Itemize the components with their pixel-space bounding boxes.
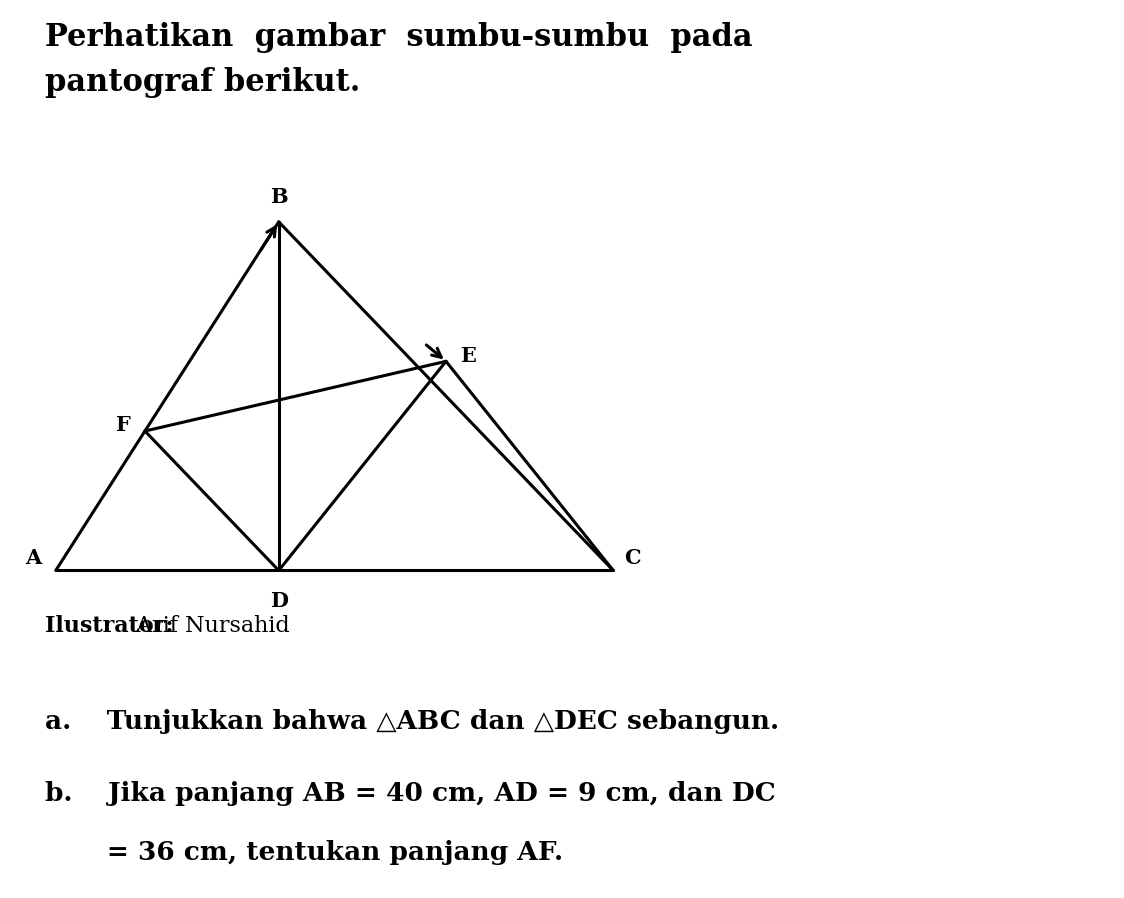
Text: F: F: [116, 415, 132, 436]
Text: b.  Jika panjang AB = 40 cm, AD = 9 cm, dan DC: b. Jika panjang AB = 40 cm, AD = 9 cm, d…: [45, 781, 776, 806]
Text: = 36 cm, tentukan panjang AF.: = 36 cm, tentukan panjang AF.: [45, 840, 563, 865]
Text: Arif Nursahid: Arif Nursahid: [129, 615, 290, 637]
Text: pantograf berikut.: pantograf berikut.: [45, 67, 361, 99]
Text: C: C: [625, 548, 641, 568]
Text: E: E: [460, 346, 475, 365]
Text: Perhatikan  gambar  sumbu-sumbu  pada: Perhatikan gambar sumbu-sumbu pada: [45, 22, 753, 54]
Text: a.  Tunjukkan bahwa △ABC dan △DEC sebangun.: a. Tunjukkan bahwa △ABC dan △DEC sebangu…: [45, 709, 779, 735]
Text: A: A: [26, 548, 42, 568]
Text: Ilustrator:: Ilustrator:: [45, 615, 173, 637]
Text: B: B: [270, 188, 288, 207]
Text: D: D: [270, 591, 288, 611]
